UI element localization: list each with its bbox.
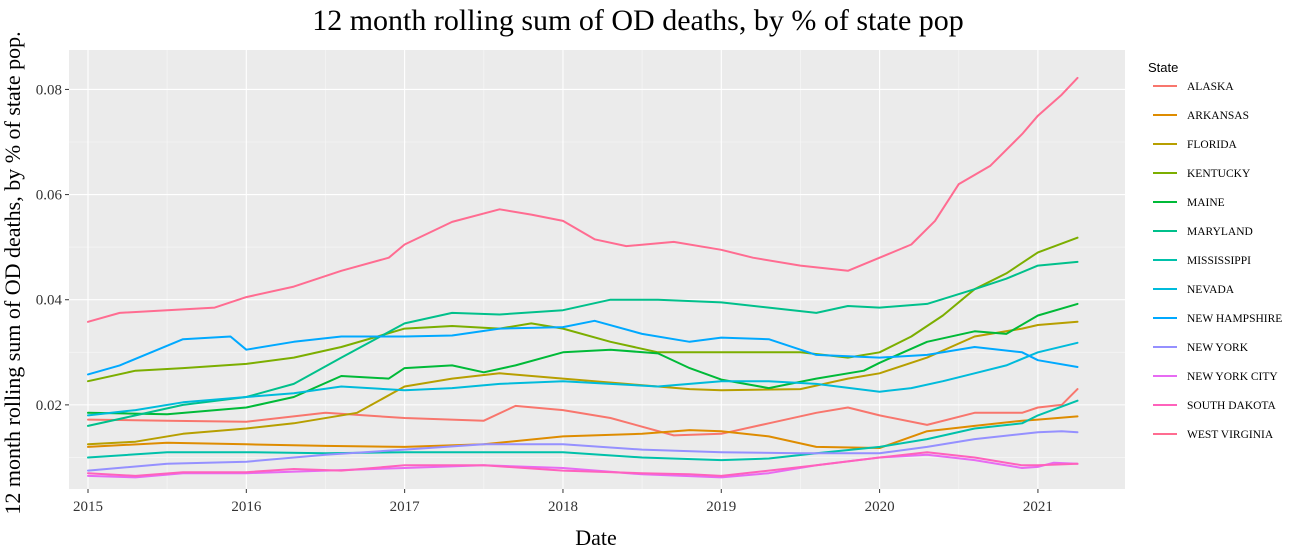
legend-item-maine: MAINE [1153, 197, 1225, 209]
x-tick-label: 2015 [73, 499, 103, 515]
legend-label: NEW HAMPSHIRE [1187, 313, 1282, 325]
legend-label: MARYLAND [1187, 226, 1253, 238]
series-line-arkansas [87, 415, 1079, 449]
legend-item-florida: FLORIDA [1153, 139, 1238, 151]
grid-lines [69, 50, 1125, 489]
legend-label: ALASKA [1187, 81, 1234, 93]
x-axis-title: Date [575, 525, 617, 550]
x-tick-label: 2019 [706, 499, 736, 515]
legend-item-arkansas: ARKANSAS [1153, 110, 1249, 122]
series-line-south-dakota [87, 451, 1079, 477]
legend-item-nevada: NEVADA [1153, 284, 1235, 296]
series-lines [87, 76, 1079, 479]
legend-item-kentucky: KENTUCKY [1153, 168, 1251, 180]
y-tick-label: 0.02 [36, 398, 62, 414]
legend-item-mississippi: MISSISSIPPI [1153, 255, 1251, 267]
legend-label: NEW YORK [1187, 342, 1249, 354]
x-axis: 2015 2016 2017 2018 2019 2020 2021 [73, 489, 1053, 515]
legend-label: MISSISSIPPI [1187, 255, 1251, 267]
y-axis-title: 12 month rolling sum of OD deaths, by % … [0, 31, 25, 514]
plot-area [69, 50, 1125, 489]
legend-label: MAINE [1187, 197, 1225, 209]
x-tick-label: 2021 [1023, 499, 1053, 515]
x-tick-label: 2016 [231, 499, 262, 515]
series-line-new-hampshire [87, 319, 1079, 376]
series-line-maine [87, 302, 1079, 416]
legend-item-new-hampshire: NEW HAMPSHIRE [1153, 313, 1282, 325]
legend-label: WEST VIRGINIA [1187, 429, 1274, 441]
series-line-mississippi [87, 399, 1079, 462]
legend-item-maryland: MARYLAND [1153, 226, 1253, 238]
legend-item-south-dakota: SOUTH DAKOTA [1153, 400, 1277, 412]
y-axis: 0.02 0.04 0.06 0.08 [36, 82, 69, 414]
legend-label: KENTUCKY [1187, 168, 1251, 180]
legend-label: FLORIDA [1187, 139, 1238, 151]
legend-item-new-york-city: NEW YORK CITY [1153, 371, 1278, 383]
legend-item-west-virginia: WEST VIRGINIA [1153, 429, 1274, 441]
legend-label: SOUTH DAKOTA [1187, 400, 1277, 412]
chart-title: 12 month rolling sum of OD deaths, by % … [312, 4, 964, 37]
series-line-new-york [87, 430, 1079, 472]
legend-item-alaska: ALASKA [1153, 81, 1234, 93]
legend-item-new-york: NEW YORK [1153, 342, 1249, 354]
legend-title: State [1148, 60, 1178, 75]
y-tick-label: 0.08 [36, 82, 62, 98]
y-tick-label: 0.04 [36, 293, 63, 309]
legend: State ALASKA ARKANSAS FLORIDA KENTUCKY MAINE… [1148, 60, 1282, 441]
x-tick-label: 2017 [390, 499, 421, 515]
x-tick-label: 2020 [865, 499, 895, 515]
y-tick-label: 0.06 [36, 188, 63, 204]
legend-label: NEW YORK CITY [1187, 371, 1278, 383]
series-line-maryland [87, 260, 1079, 427]
series-line-west-virginia [87, 76, 1079, 323]
legend-label: ARKANSAS [1187, 110, 1249, 122]
series-line-nevada [87, 341, 1079, 417]
legend-label: NEVADA [1187, 284, 1235, 296]
series-line-kentucky [87, 236, 1079, 383]
x-tick-label: 2018 [548, 499, 578, 515]
